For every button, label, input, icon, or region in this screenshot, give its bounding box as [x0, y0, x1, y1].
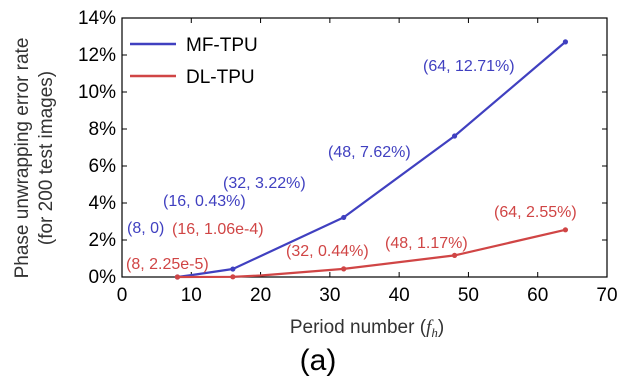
- dl-tpu-data-point: [562, 227, 569, 233]
- y-axis-title-line1: Phase unwrapping error rate: [12, 38, 33, 279]
- x-tick-label: 20: [250, 285, 271, 306]
- x-tick-label: 60: [527, 285, 548, 306]
- y-tick-label: 6%: [89, 156, 117, 177]
- x-axis-title-suffix: ): [438, 317, 444, 338]
- mf-tpu-data-point: [451, 133, 458, 139]
- x-axis-title: Period number (fh): [290, 317, 444, 340]
- dl-tpu-data-label: (48, 1.17%): [385, 235, 468, 252]
- x-axis-title-prefix: Period number (: [290, 317, 427, 338]
- y-axis-title-line2: (for 200 test images): [36, 71, 57, 245]
- mf-tpu-data-label: (48, 7.62%): [328, 144, 411, 161]
- mf-tpu-data-point: [341, 214, 347, 221]
- dl-tpu-data-point: [451, 252, 458, 258]
- x-tick-label: 50: [458, 285, 479, 306]
- y-tick-label: 0%: [89, 267, 117, 288]
- mf-tpu-data-label: (32, 3.22%): [223, 175, 306, 192]
- y-tick-label: 4%: [89, 193, 117, 214]
- y-tick-label: 2%: [89, 230, 117, 251]
- axes: 0 10 20 30 40 50 60 70 0% 2% 4% 6% 8% 10% 12% 14%: [78, 8, 618, 306]
- mf-tpu-data-point: [230, 266, 236, 272]
- mf-tpu-data-label: (64, 12.71%): [423, 58, 515, 75]
- x-tick-label: 70: [596, 285, 617, 306]
- dl-tpu-data-label: (32, 0.44%): [286, 243, 369, 260]
- mf-tpu-data-label: (8, 0): [127, 220, 164, 237]
- x-tick-label: 10: [181, 285, 202, 306]
- x-tick-label: 30: [319, 285, 340, 306]
- dl-tpu-data-label: (16, 1.06e-4): [172, 221, 264, 238]
- y-tick-label: 14%: [78, 8, 116, 29]
- dl-tpu-series-line: [177, 228, 566, 279]
- dl-tpu-legend-label: DL-TPU: [186, 67, 255, 88]
- panel-label: (a): [300, 344, 337, 377]
- series-layer: [174, 39, 569, 280]
- mf-tpu-legend-label: MF-TPU: [186, 35, 258, 56]
- dl-tpu-data-point: [341, 266, 347, 272]
- dl-tpu-data-point: [230, 274, 236, 280]
- dl-tpu-data-point: [174, 274, 181, 280]
- x-tick-label: 0: [117, 285, 128, 306]
- dl-tpu-data-label: (8, 2.25e-5): [126, 256, 209, 273]
- y-tick-label: 10%: [78, 82, 116, 103]
- mf-tpu-data-point: [562, 39, 569, 45]
- y-tick-label: 12%: [78, 45, 116, 66]
- y-tick-label: 8%: [89, 119, 117, 140]
- plot-frame: [121, 17, 608, 278]
- mf-tpu-series-line: [177, 41, 567, 279]
- dl-tpu-data-label: (64, 2.55%): [494, 204, 577, 221]
- mf-tpu-data-label: (16, 0.43%): [163, 193, 246, 210]
- legend: MF-TPU DL-TPU: [130, 35, 258, 88]
- data-labels: (8, 0) (16, 0.43%)(32, 3.22%) (48, 7.62%) (…: [126, 58, 577, 273]
- x-axis-title-sub: h: [431, 325, 438, 340]
- x-axis-title-var: f: [426, 317, 434, 338]
- x-tick-label: 40: [389, 285, 410, 306]
